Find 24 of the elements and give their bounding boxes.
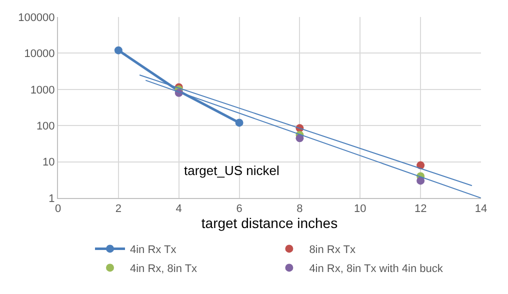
y-tick-label: 100000 [18,12,55,24]
x-axis-title: target distance inches [201,215,338,232]
y-tick-label: 1000 [30,84,55,96]
y-tick-label: 1 [48,192,55,205]
x-tick-label: 6 [236,203,242,216]
x-tick-label: 4 [176,203,182,216]
x-tick-label: 8 [296,203,303,216]
x-tick-label: 12 [414,203,427,216]
legend-label: 8in Rx Tx [309,244,356,256]
legend-label: 4in Rx, 8in Tx [130,262,198,275]
text: target_US nickel [184,163,280,178]
point [114,46,122,54]
x-tick-label: 2 [115,203,122,216]
point [296,134,304,142]
point [235,118,244,127]
x-tick-label: 14 [474,203,488,216]
y-tick-label: 100 [36,120,55,132]
x-tick-label: 10 [354,203,366,216]
legend-label: 4in Rx, 8in Tx with 4in buck [309,262,444,275]
y-tick-label: 10000 [24,48,55,60]
x-tick-label: 0 [54,203,62,216]
y-tick-label: 10 [42,156,55,169]
point [416,176,425,185]
legend-label: 4in Rx Tx [130,244,177,256]
